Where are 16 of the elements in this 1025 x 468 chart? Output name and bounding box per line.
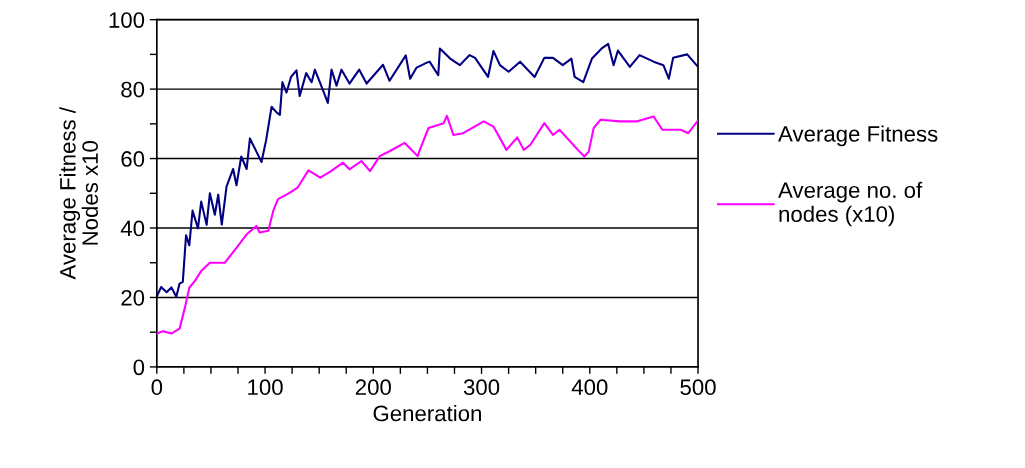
legend-label: Average no. of nodes (x10): [778, 181, 923, 227]
y-tick-label: 80: [121, 81, 145, 98]
x-axis-title: Generation: [373, 404, 481, 422]
legend-label: Average Fitness: [778, 125, 938, 147]
y-tick-label: 100: [109, 12, 145, 28]
x-tick-label: 0: [151, 379, 163, 396]
x-tick-label: 100: [248, 379, 283, 396]
x-tick-label: 300: [463, 379, 500, 396]
y-tick-label: 20: [121, 290, 145, 306]
x-tick-label: 400: [571, 379, 608, 396]
y-tick-label: 0: [133, 359, 145, 376]
x-tick-label: 500: [680, 379, 716, 396]
y-tick-label: 60: [121, 151, 145, 167]
y-tick-label: 40: [120, 220, 145, 237]
y-axis-title: Average Fitness / Nodes x10: [59, 107, 98, 280]
x-tick-label: 200: [355, 379, 391, 396]
